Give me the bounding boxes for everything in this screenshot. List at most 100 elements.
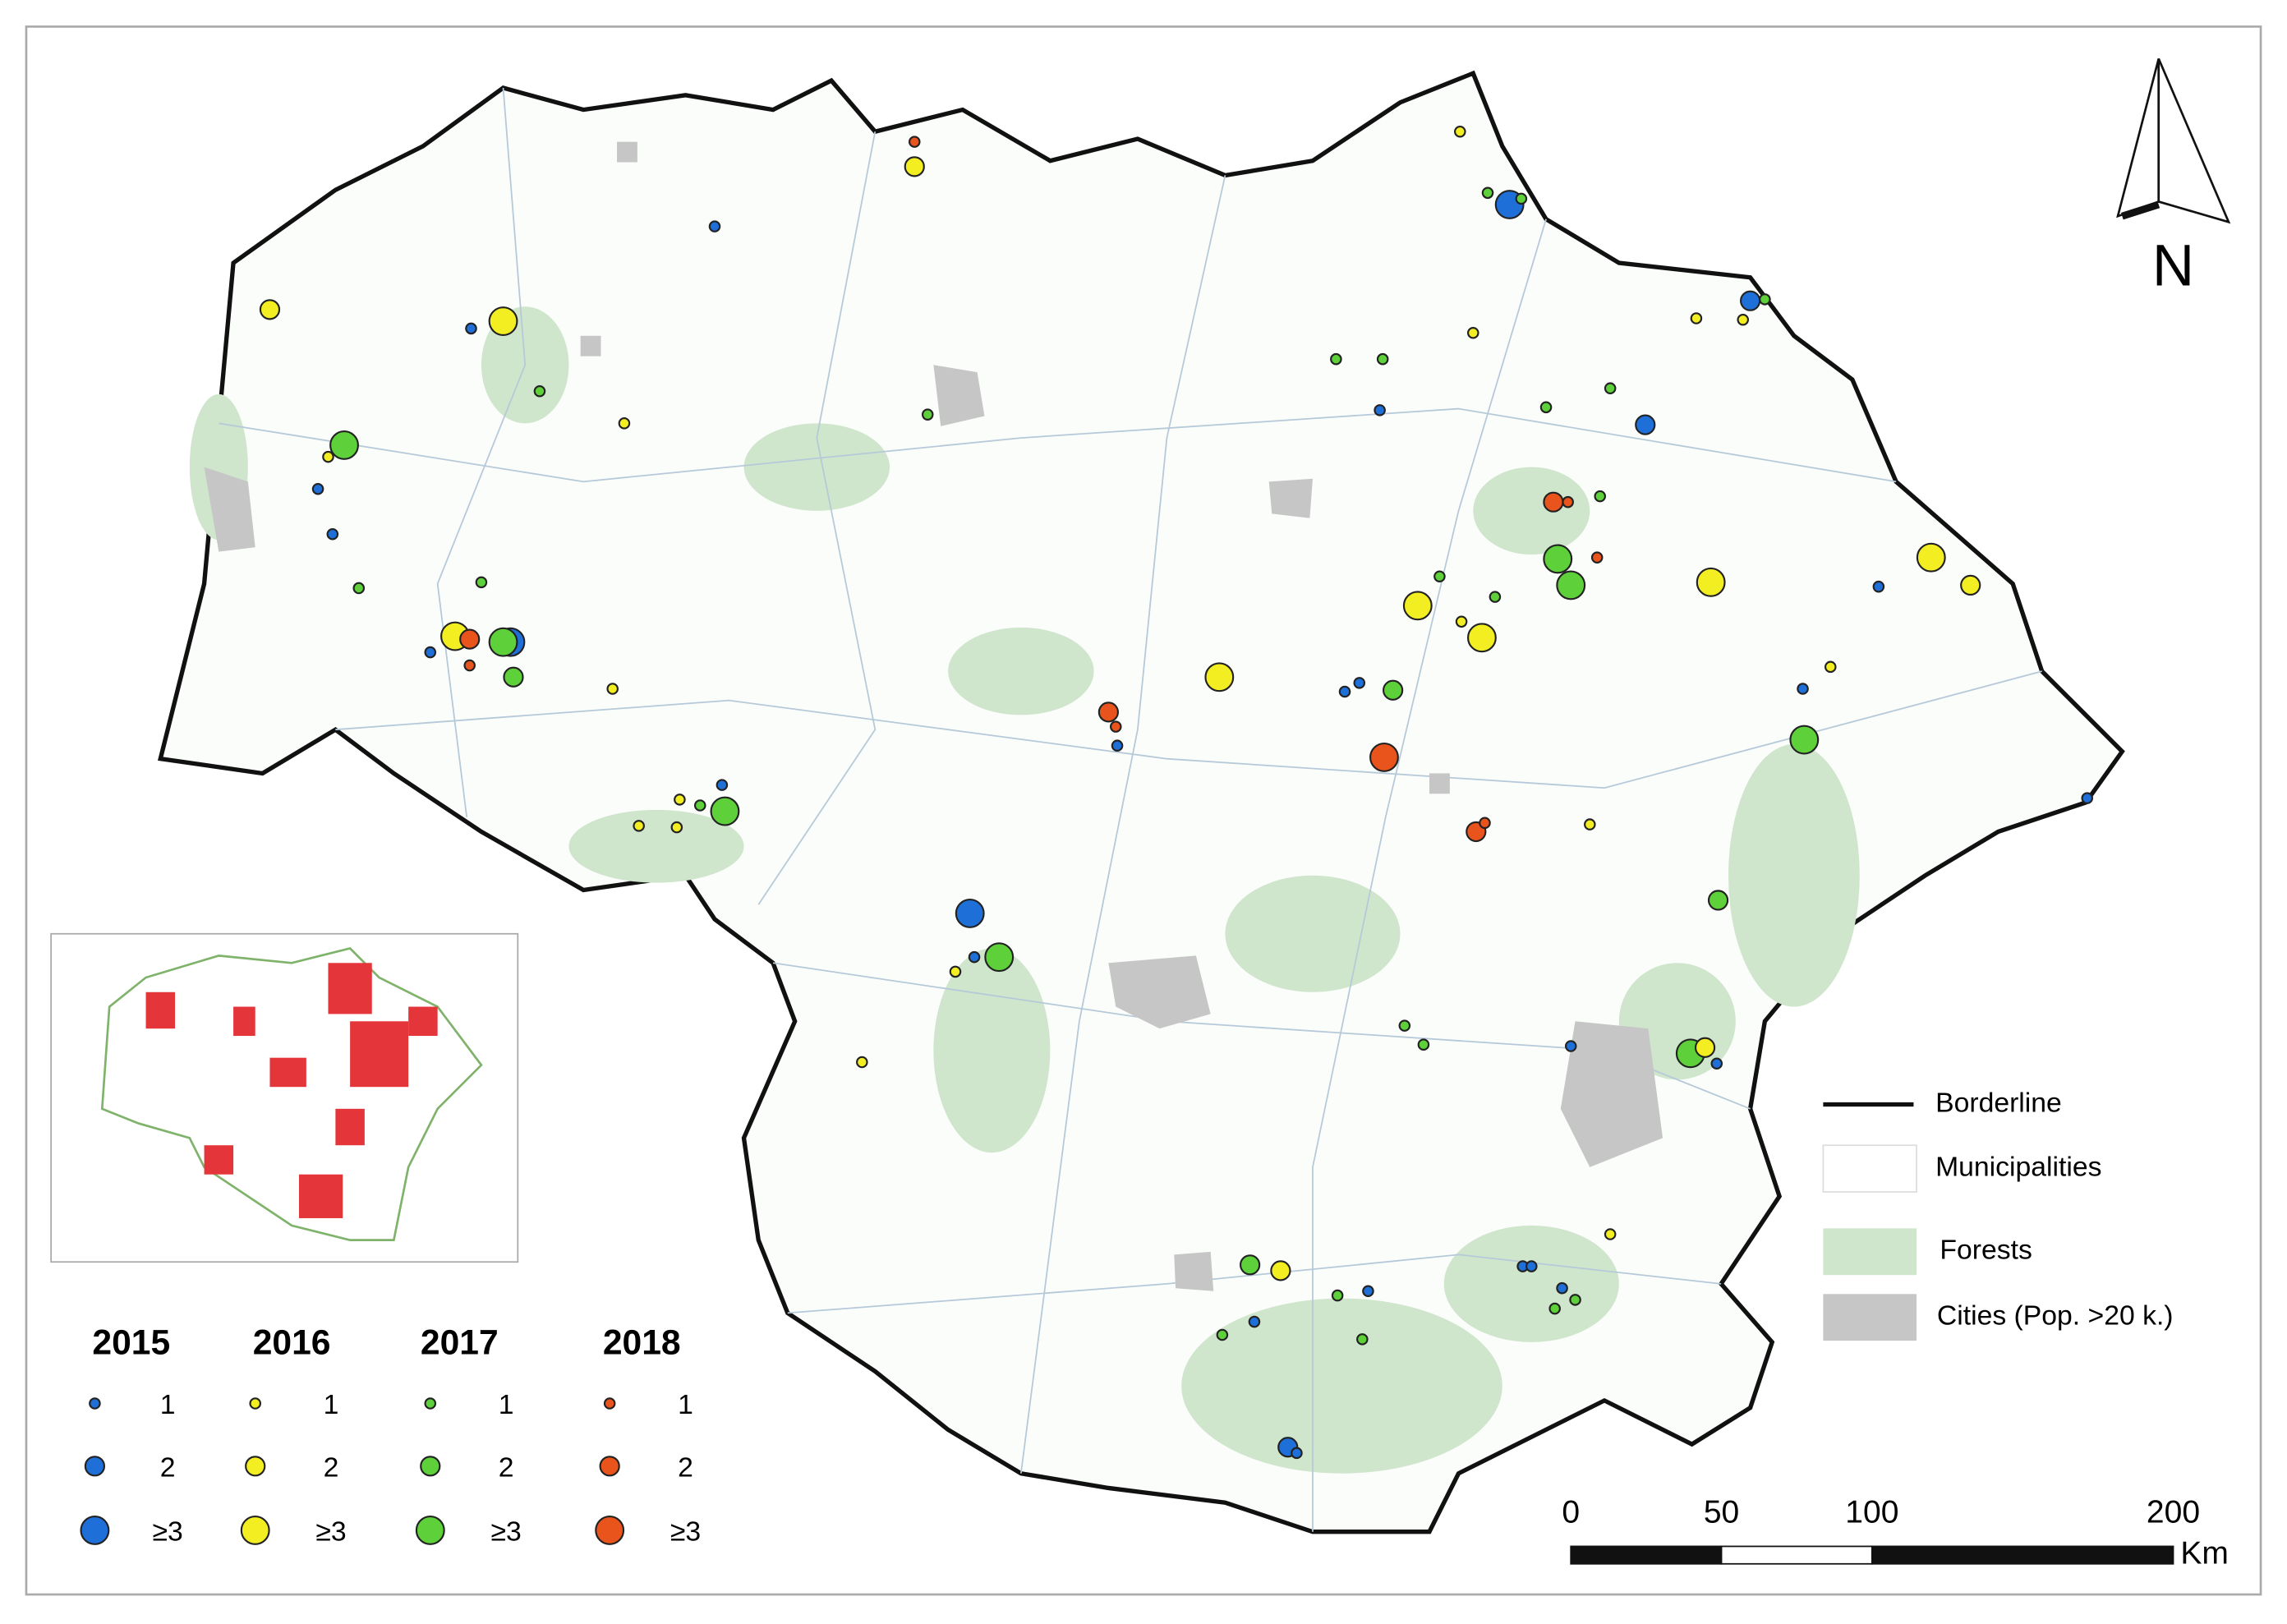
occurrence-point bbox=[1590, 551, 1604, 564]
year-heading: 2017 bbox=[421, 1323, 499, 1363]
occurrence-point bbox=[488, 306, 518, 336]
occurrence-point bbox=[1481, 186, 1494, 200]
legend-label: Municipalities bbox=[1935, 1152, 2101, 1183]
occurrence-point bbox=[1466, 623, 1497, 653]
occurrence-point bbox=[259, 299, 281, 320]
occurrence-point bbox=[1797, 683, 1809, 695]
municipalities bbox=[219, 87, 2042, 1532]
inset-map bbox=[50, 932, 519, 1263]
occurrence-point bbox=[1960, 574, 1981, 596]
cities bbox=[204, 141, 1663, 1291]
legend-size-label: 1 bbox=[499, 1389, 514, 1420]
legend-symbol bbox=[245, 1456, 266, 1477]
legend-symbol bbox=[84, 1456, 106, 1477]
legend-municipalities bbox=[1822, 1144, 1917, 1193]
occurrence-point bbox=[1556, 1281, 1568, 1295]
occurrence-point bbox=[693, 799, 706, 812]
occurrence-point bbox=[606, 683, 619, 695]
occurrence-point bbox=[322, 450, 334, 463]
occurrence-points bbox=[259, 125, 2094, 1460]
occurrence-point bbox=[1694, 1037, 1716, 1058]
north-arrow: N bbox=[2116, 58, 2231, 299]
year-heading: 2015 bbox=[92, 1323, 170, 1363]
occurrence-point bbox=[708, 220, 721, 232]
legend-label: Borderline bbox=[1935, 1087, 2062, 1118]
occurrence-point bbox=[1248, 1315, 1261, 1328]
scale-segment bbox=[1570, 1545, 1723, 1565]
legend-symbol bbox=[249, 1397, 261, 1410]
occurrence-point bbox=[856, 1056, 868, 1069]
legend-size-label: 2 bbox=[499, 1451, 514, 1483]
occurrence-point bbox=[1584, 818, 1596, 830]
occurrence-point bbox=[1562, 495, 1574, 508]
scale-unit: Km bbox=[2180, 1535, 2229, 1571]
occurrence-point bbox=[1539, 401, 1553, 414]
legend-symbol bbox=[603, 1397, 616, 1410]
occurrence-point bbox=[311, 482, 324, 495]
occurrence-point bbox=[1789, 725, 1820, 755]
legend-size-label: 2 bbox=[160, 1451, 176, 1483]
scale-bar: 0 50 100 200 Km bbox=[1562, 1495, 2229, 1571]
occurrence-point bbox=[1109, 720, 1122, 733]
occurrence-point bbox=[424, 646, 437, 659]
legend-cities bbox=[1823, 1294, 1917, 1341]
occurrence-point bbox=[1204, 662, 1235, 692]
legend-label: Forests bbox=[1940, 1235, 2032, 1266]
occurrence-point bbox=[904, 156, 925, 177]
legend-size-label: 1 bbox=[324, 1389, 339, 1420]
legend-symbol bbox=[415, 1516, 445, 1545]
occurrence-point bbox=[1383, 679, 1404, 701]
occurrence-point bbox=[949, 965, 962, 978]
occurrence-point bbox=[984, 942, 1015, 973]
occurrence-point bbox=[1433, 570, 1446, 583]
occurrence-point bbox=[1362, 1285, 1374, 1298]
occurrence-point bbox=[1417, 1038, 1430, 1051]
occurrence-point bbox=[533, 384, 546, 398]
legend-symbol bbox=[595, 1516, 625, 1545]
occurrence-point bbox=[1097, 702, 1119, 723]
occurrence-point bbox=[1604, 382, 1617, 394]
legend-size-label: ≥3 bbox=[315, 1516, 346, 1547]
occurrence-point bbox=[1291, 1447, 1303, 1460]
legend-size-label: ≥3 bbox=[153, 1516, 183, 1547]
occurrence-point bbox=[921, 408, 934, 421]
occurrence-point bbox=[463, 659, 476, 672]
legend-symbol bbox=[80, 1516, 110, 1545]
occurrence-point bbox=[1916, 542, 1946, 573]
occurrence-point bbox=[1525, 1260, 1538, 1272]
occurrence-point bbox=[1455, 615, 1468, 628]
occurrence-point bbox=[1740, 290, 1761, 311]
occurrence-point bbox=[1710, 1057, 1723, 1070]
occurrence-point bbox=[1111, 739, 1124, 752]
occurrence-point bbox=[503, 666, 524, 688]
occurrence-point bbox=[1543, 544, 1573, 574]
occurrence-point bbox=[674, 794, 686, 806]
occurrence-point bbox=[1466, 326, 1479, 339]
occurrence-point bbox=[352, 582, 366, 595]
occurrence-point bbox=[1543, 491, 1564, 513]
occurrence-point bbox=[1353, 677, 1366, 689]
scale-tick-label: 50 bbox=[1704, 1495, 1739, 1530]
year-heading: 2018 bbox=[603, 1323, 681, 1363]
occurrence-point bbox=[1338, 685, 1351, 698]
occurrence-point bbox=[633, 820, 645, 832]
occurrence-point bbox=[1454, 125, 1466, 138]
occurrence-point bbox=[1376, 352, 1389, 366]
legend-size-label: ≥3 bbox=[490, 1516, 521, 1547]
occurrence-point bbox=[1604, 1228, 1617, 1240]
occurrence-point bbox=[710, 796, 740, 826]
occurrence-point bbox=[1824, 660, 1837, 674]
legend-forests bbox=[1823, 1228, 1917, 1276]
occurrence-point bbox=[1216, 1328, 1229, 1341]
scale-segment bbox=[1720, 1545, 1873, 1565]
legend-symbol bbox=[424, 1397, 437, 1410]
occurrence-point bbox=[1690, 312, 1703, 324]
legend-size-label: 1 bbox=[160, 1389, 176, 1420]
year-heading: 2016 bbox=[253, 1323, 331, 1363]
occurrence-point bbox=[1548, 1302, 1561, 1315]
occurrence-point bbox=[955, 898, 985, 928]
scale-tick-label: 100 bbox=[1845, 1495, 1898, 1530]
occurrence-point bbox=[1737, 313, 1750, 326]
